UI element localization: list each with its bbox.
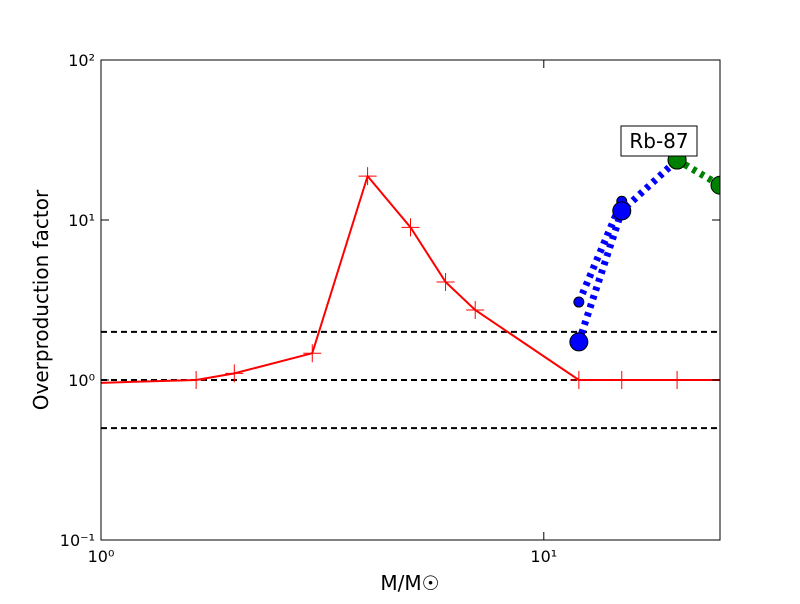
y-tick-label: 10⁻¹	[60, 531, 95, 550]
series-line	[575, 199, 625, 304]
y-tick-label: 10¹	[68, 211, 95, 230]
point-marker	[668, 371, 687, 389]
x-tick-label: 10¹	[530, 547, 557, 566]
point-marker	[401, 218, 420, 237]
series-line	[575, 157, 680, 344]
point-marker	[187, 371, 206, 389]
point-marker	[436, 272, 455, 291]
point-marker	[573, 296, 585, 308]
point-marker	[466, 300, 485, 319]
point-marker	[358, 167, 377, 186]
point-marker	[612, 371, 631, 389]
plot-frame	[100, 59, 721, 541]
annotation-box	[620, 125, 698, 157]
x-axis-label: M/M☉	[380, 571, 439, 595]
point-marker	[569, 371, 588, 389]
x-tick-label: 10⁰	[88, 547, 115, 566]
point-marker	[101, 373, 110, 392]
point-marker	[225, 364, 244, 383]
y-tick-label: 10⁰	[68, 371, 95, 390]
plot-area	[101, 150, 720, 430]
series-line	[101, 174, 720, 384]
y-tick-label: 10²	[68, 51, 95, 70]
point-marker	[612, 201, 632, 221]
annotation: Rb-87	[629, 129, 688, 153]
y-axis-label: Overproduction factor	[29, 189, 53, 410]
point-marker	[710, 175, 720, 195]
point-marker	[569, 332, 589, 352]
point-marker	[303, 344, 322, 363]
